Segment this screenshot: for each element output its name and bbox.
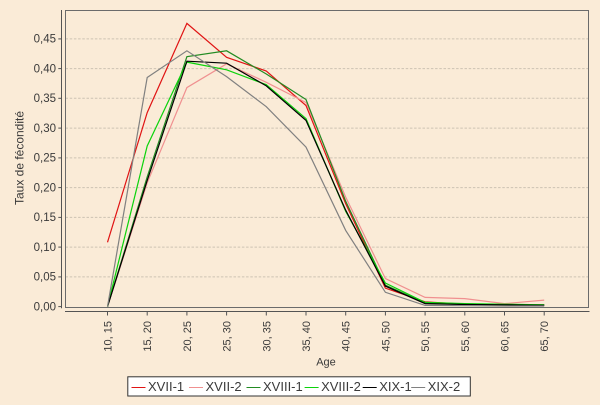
- svg-text:0,45: 0,45: [34, 34, 56, 46]
- svg-text:0,10: 0,10: [34, 242, 56, 254]
- svg-text:0,40: 0,40: [34, 63, 56, 75]
- svg-text:15, 20: 15, 20: [142, 321, 154, 352]
- svg-text:40, 45: 40, 45: [341, 321, 353, 352]
- svg-text:35, 40: 35, 40: [301, 321, 313, 352]
- svg-text:XIX-1: XIX-1: [379, 379, 412, 394]
- svg-text:55, 60: 55, 60: [460, 321, 472, 352]
- svg-text:XVIII-1: XVIII-1: [263, 379, 303, 394]
- svg-text:25, 30: 25, 30: [222, 321, 234, 352]
- svg-text:0,05: 0,05: [34, 272, 56, 284]
- svg-text:0,00: 0,00: [34, 301, 56, 313]
- svg-text:0,15: 0,15: [34, 212, 56, 224]
- svg-text:XVII-2: XVII-2: [206, 379, 242, 394]
- svg-text:20, 25: 20, 25: [182, 321, 194, 352]
- svg-text:0,35: 0,35: [34, 93, 56, 105]
- svg-text:65, 70: 65, 70: [539, 321, 551, 352]
- svg-text:Age: Age: [316, 357, 336, 369]
- svg-text:0,30: 0,30: [34, 123, 56, 135]
- svg-text:50, 55: 50, 55: [420, 321, 432, 352]
- svg-text:0,20: 0,20: [34, 182, 56, 194]
- svg-text:45, 50: 45, 50: [380, 321, 392, 352]
- svg-text:30, 35: 30, 35: [261, 321, 273, 352]
- svg-text:10, 15: 10, 15: [103, 321, 115, 352]
- svg-text:XIX-2: XIX-2: [428, 379, 461, 394]
- svg-text:60, 65: 60, 65: [500, 321, 512, 352]
- svg-text:0,25: 0,25: [34, 153, 56, 165]
- svg-text:XVIII-2: XVIII-2: [321, 379, 361, 394]
- svg-text:Taux de fécondité: Taux de fécondité: [13, 111, 27, 205]
- svg-text:XVII-1: XVII-1: [148, 379, 184, 394]
